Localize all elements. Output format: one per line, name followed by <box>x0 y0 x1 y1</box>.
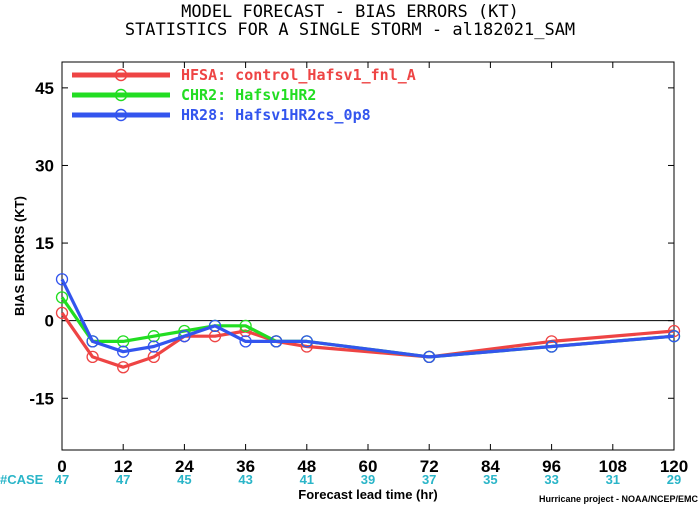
series-point-3 <box>55 273 69 286</box>
legend-swatch-marker <box>114 88 128 102</box>
y-tick-label: 0 <box>45 312 54 331</box>
x-tick-label: 60 <box>359 457 378 476</box>
x-axis: 0 12 24 36 48 60 72 84 96 108 120 <box>57 62 688 476</box>
x-tick-label: 120 <box>660 457 688 476</box>
chart-subtitle: STATISTICS FOR A SINGLE STORM - al182021… <box>125 20 575 40</box>
series-point-2 <box>117 335 130 348</box>
legend-label: CHR2: Hafsv1HR2 <box>181 86 316 104</box>
legend-swatch-marker <box>114 68 128 82</box>
x-tick-label: 84 <box>481 457 500 476</box>
case-count-label: #CASE <box>0 472 44 487</box>
series-point-1 <box>147 350 160 364</box>
series-point-3 <box>86 335 99 348</box>
legend-label: HR28: Hafsv1HR2cs_0p8 <box>181 106 371 124</box>
x-tick-label: 48 <box>297 457 316 476</box>
series-point-3 <box>208 319 222 332</box>
series-layer <box>55 273 681 374</box>
case-count-value: 35 <box>483 472 497 487</box>
legend-label: HFSA: control_Hafsv1_fnl_A <box>181 66 416 84</box>
series-point-1 <box>208 330 222 343</box>
case-count-value: 45 <box>177 472 191 487</box>
legend: HFSA: control_Hafsv1_fnl_A CHR2: Hafsv1HR… <box>72 66 416 124</box>
series-point-3 <box>117 345 130 358</box>
y-tick-label: 45 <box>35 79 54 98</box>
x-tick-label: 72 <box>420 457 439 476</box>
y-axis-label: BIAS ERRORS (KT) <box>12 196 27 316</box>
case-count-value: 33 <box>544 472 558 487</box>
series-point-3 <box>147 340 160 353</box>
case-count-value: 39 <box>361 472 375 487</box>
x-tick-label: 108 <box>599 457 627 476</box>
series-point-3 <box>300 335 313 348</box>
series-point-2 <box>147 330 160 343</box>
case-count-value: 41 <box>300 472 314 487</box>
case-count-value: 47 <box>55 472 69 487</box>
series-point-1 <box>86 350 99 364</box>
case-count-value: 31 <box>606 472 620 487</box>
y-tick-label: 30 <box>35 156 54 175</box>
series-point-2 <box>55 291 69 304</box>
series-line-3 <box>60 278 675 359</box>
x-tick-label: 0 <box>57 457 66 476</box>
credit-text: Hurricane project - NOAA/NCEP/EMC <box>539 494 699 504</box>
x-tick-label: 24 <box>175 457 194 476</box>
series-point-3 <box>270 335 283 348</box>
y-tick-label: 15 <box>35 234 54 253</box>
x-tick-label: 96 <box>542 457 561 476</box>
legend-swatch-marker <box>114 108 128 122</box>
series-point-3 <box>423 350 436 364</box>
case-count-value: 47 <box>116 472 130 487</box>
series-point-1 <box>55 306 69 320</box>
chart-title: MODEL FORECAST - BIAS ERRORS (KT) <box>181 2 519 22</box>
case-counts: 47 47 45 43 41 39 37 35 33 31 29 <box>55 472 681 487</box>
case-count-value: 29 <box>667 472 681 487</box>
y-axis: -15 0 15 30 45 <box>29 79 674 408</box>
series-point-1 <box>117 361 130 374</box>
x-tick-label: 36 <box>236 457 255 476</box>
series-point-3 <box>239 335 252 348</box>
x-axis-label: Forecast lead time (hr) <box>298 487 437 502</box>
series-point-3 <box>178 330 191 343</box>
case-count-value: 43 <box>238 472 252 487</box>
y-tick-label: -15 <box>29 389 54 408</box>
case-count-value: 37 <box>422 472 436 487</box>
series-point-2 <box>239 319 252 332</box>
series-point-3 <box>667 330 681 343</box>
x-tick-label: 12 <box>114 457 133 476</box>
series-point-3 <box>545 340 558 353</box>
